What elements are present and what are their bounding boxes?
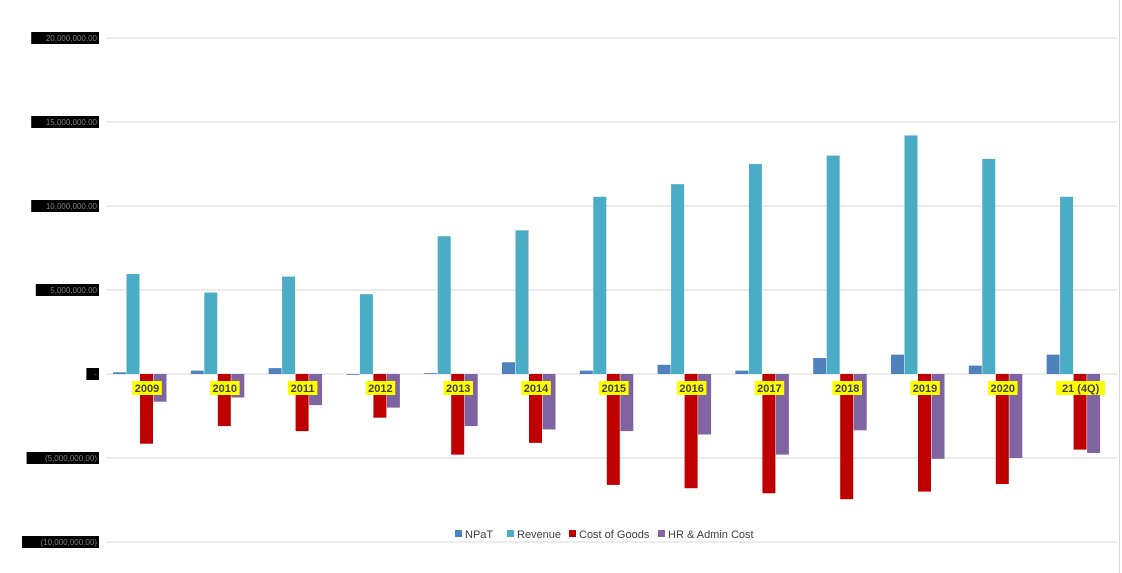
x-tick-label: 2011 (291, 383, 315, 395)
bar-revenue (282, 276, 296, 374)
x-tick-label-bg (210, 381, 240, 395)
x-tick-label-bg (443, 381, 473, 395)
bar-npat (268, 368, 282, 374)
x-tick-label: 2018 (835, 383, 859, 395)
x-tick-label: 2013 (446, 383, 470, 395)
bar-revenue (748, 164, 762, 374)
bar-npat (891, 354, 904, 374)
chart-border (1119, 0, 1120, 573)
y-tick-label-bg (26, 452, 100, 464)
bar-npat (1046, 354, 1060, 374)
y-tick-label-bg (86, 368, 99, 380)
x-tick-label: 2017 (757, 383, 781, 395)
bar-cost-of-goods (840, 374, 854, 500)
bar-revenue (437, 236, 451, 374)
x-tick-label: 2015 (602, 383, 626, 395)
bar-cost-of-goods (762, 374, 776, 494)
bar-revenue (204, 292, 218, 374)
x-axis-ticks: 2009 2010 2011 2012 2013 2014 2015 2016 2017 2018… (132, 381, 1105, 395)
y-tick-label: - (94, 370, 97, 379)
x-tick-label: 2012 (368, 383, 392, 395)
x-tick-label-bg (287, 381, 318, 395)
x-tick-label: 2014 (524, 383, 549, 395)
x-tick-label-bg (1056, 381, 1105, 395)
x-tick-label-bg (988, 381, 1018, 395)
bar-cost-of-goods (373, 374, 387, 418)
x-tick-label-bg (599, 381, 629, 395)
bar-revenue (904, 135, 918, 374)
x-tick-label: 21 (4Q) (1062, 383, 1100, 395)
bar-hr-admin-cost (931, 374, 945, 459)
bar-npat (424, 373, 438, 374)
bar-npat (502, 362, 515, 374)
x-tick-label-bg (754, 381, 785, 395)
x-tick-label: 2010 (213, 383, 237, 395)
x-tick-label-bg (132, 381, 162, 395)
legend-swatch (658, 530, 665, 537)
x-tick-label: 2016 (679, 383, 703, 395)
bars (113, 135, 1101, 500)
x-tick-label-bg (365, 381, 396, 395)
legend-swatch (455, 530, 462, 537)
x-tick-label-bg (676, 381, 707, 395)
y-tick-label-bg (31, 32, 100, 44)
y-tick-label: 15,000,000.00 (46, 118, 98, 127)
y-tick-label: 5,000,000.00 (50, 286, 97, 295)
y-tick-label: (5,000,000.00) (45, 454, 97, 463)
y-tick-label: 20,000,000.00 (46, 34, 98, 43)
x-tick-label: 2020 (991, 383, 1015, 395)
bar-npat (735, 370, 749, 374)
bar-cost-of-goods (606, 374, 620, 485)
bar-npat (113, 372, 126, 374)
y-tick-label-bg (35, 284, 99, 296)
y-tick-label: (10,000,000.00) (41, 538, 98, 547)
bar-revenue (593, 196, 607, 374)
bar-npat (813, 358, 827, 374)
y-tick-label-bg (22, 536, 99, 548)
legend-label: HR & Admin Cost (668, 529, 754, 541)
bar-revenue (515, 230, 529, 374)
legend: NPaT Revenue Cost of Goods HR & Admin Cost (455, 529, 754, 541)
bar-revenue (982, 158, 996, 374)
legend-label: Cost of Goods (579, 529, 650, 541)
x-tick-label: 2009 (135, 383, 159, 395)
y-tick-label-bg (31, 200, 100, 212)
bar-npat (190, 370, 204, 374)
y-tick-label: 10,000,000.00 (46, 202, 98, 211)
bar-revenue (359, 294, 373, 374)
x-tick-label-bg (521, 381, 551, 395)
bar-npat (579, 370, 593, 374)
bar-cost-of-goods (995, 374, 1009, 485)
y-tick-label-bg (31, 116, 100, 128)
bar-cost-of-goods (684, 374, 698, 489)
bar-revenue (826, 155, 840, 374)
legend-label: NPaT (465, 529, 493, 541)
x-tick-label: 2019 (913, 383, 937, 395)
bar-revenue (1060, 196, 1074, 374)
bar-revenue (126, 274, 140, 374)
legend-swatch (569, 530, 576, 537)
y-axis-ticks: 20,000,000.00 15,000,000.00 10,000,000.00 5… (22, 32, 100, 548)
bar-revenue (671, 184, 685, 374)
bar-npat (657, 364, 671, 374)
bar-npat (968, 365, 982, 374)
legend-swatch (507, 530, 514, 537)
bar-cost-of-goods (918, 374, 931, 492)
bar-npat (346, 374, 360, 375)
legend-label: Revenue (517, 529, 561, 541)
x-tick-label-bg (910, 381, 940, 395)
x-tick-label-bg (832, 381, 862, 395)
